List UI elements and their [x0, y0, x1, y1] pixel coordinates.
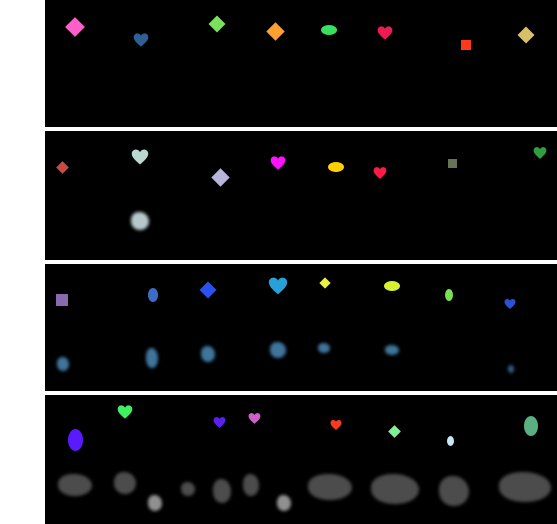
shape-heart-icon — [268, 277, 288, 295]
shape-heart-icon — [330, 420, 342, 430]
shape-square-icon — [56, 294, 68, 306]
shape-ellipse-icon — [445, 289, 453, 301]
blurred-reconstruction-blob — [146, 348, 158, 368]
blurred-reconstruction-blob — [131, 212, 149, 230]
panel-row-1 — [45, 0, 557, 127]
blurred-reconstruction-blob — [508, 365, 514, 373]
panel-row-3 — [45, 264, 557, 391]
blurred-reconstruction-blob — [439, 476, 469, 506]
shape-diamond-icon — [55, 160, 69, 174]
shape-heart-icon — [131, 149, 149, 165]
blurred-reconstruction-blob — [371, 474, 419, 504]
shape-ellipse-icon — [328, 162, 344, 172]
shape-diamond-icon — [210, 167, 230, 187]
shape-ellipse-icon — [321, 25, 337, 35]
shape-diamond-icon — [517, 26, 535, 44]
blurred-reconstruction-blob — [58, 474, 92, 496]
blurred-reconstruction-blob — [148, 495, 162, 511]
shape-heart-icon — [213, 416, 225, 428]
shape-ellipse-icon — [524, 416, 538, 436]
shape-heart-icon — [248, 412, 260, 424]
shape-heart-icon — [533, 147, 547, 159]
blurred-reconstruction-blob — [243, 474, 259, 496]
blurred-reconstruction-blob — [385, 345, 399, 355]
shape-heart-icon — [117, 405, 133, 419]
shape-diamond-icon — [387, 424, 401, 438]
shape-diamond-icon — [208, 15, 226, 33]
shape-ellipse-icon — [67, 429, 83, 451]
shape-heart-icon — [504, 299, 516, 309]
shape-diamond-icon — [199, 281, 217, 299]
shape-square-icon — [461, 40, 471, 50]
shape-square-icon — [447, 158, 457, 168]
blurred-reconstruction-blob — [57, 357, 69, 371]
panel-row-2 — [45, 131, 557, 260]
shape-diamond-icon — [319, 277, 331, 289]
shape-heart-icon — [377, 26, 393, 40]
blurred-reconstruction-blob — [270, 342, 286, 358]
shape-heart-icon — [373, 167, 387, 179]
panel-row-4 — [45, 395, 557, 524]
shape-ellipse-icon — [384, 281, 400, 291]
shape-heart-icon — [270, 156, 286, 170]
blurred-reconstruction-blob — [181, 482, 195, 496]
blurred-reconstruction-blob — [499, 472, 551, 502]
shape-diamond-icon — [65, 17, 85, 37]
blurred-reconstruction-blob — [308, 474, 352, 500]
blurred-reconstruction-blob — [213, 479, 231, 503]
shape-diamond-icon — [265, 21, 285, 41]
blurred-reconstruction-blob — [318, 343, 330, 353]
shape-heart-icon — [133, 33, 149, 47]
shape-ellipse-icon — [446, 436, 454, 446]
blurred-reconstruction-blob — [277, 495, 291, 511]
blurred-reconstruction-blob — [201, 346, 215, 362]
blurred-reconstruction-blob — [114, 472, 136, 494]
shape-ellipse-icon — [148, 288, 158, 302]
